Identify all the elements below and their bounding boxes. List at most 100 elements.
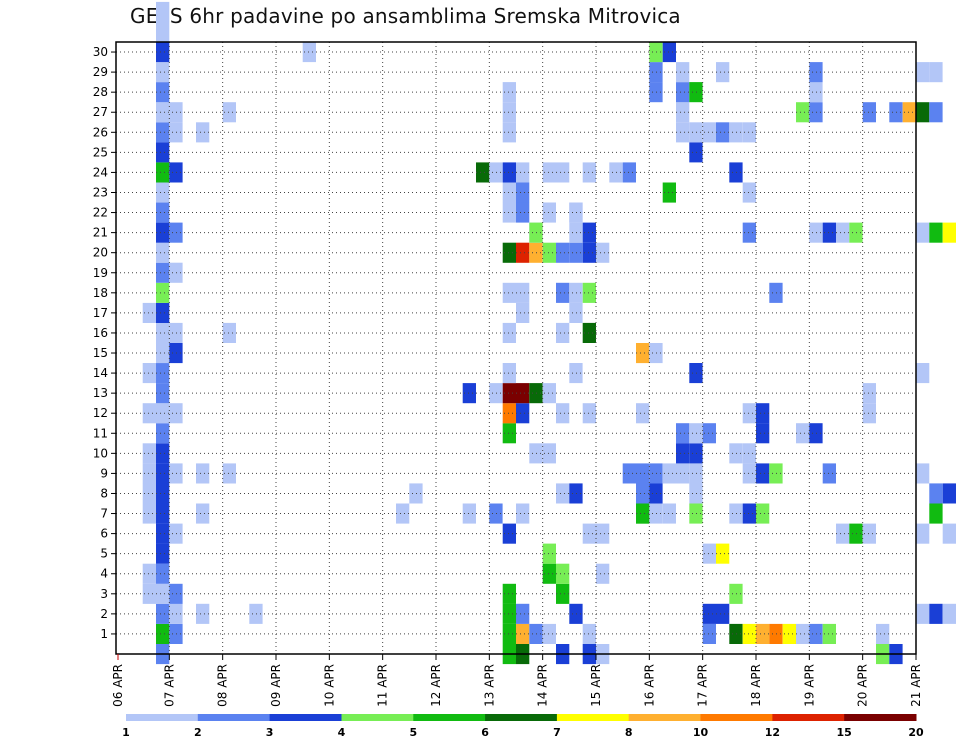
y-tick-label: 16	[93, 326, 108, 340]
colorbar-label: 20	[908, 726, 924, 739]
heat-cell	[862, 403, 876, 424]
heat-cell	[502, 363, 516, 384]
heat-cell	[156, 403, 170, 424]
heat-cell	[156, 62, 170, 83]
heat-cell	[689, 483, 703, 504]
colorbar-swatch	[556, 714, 630, 721]
heat-cell	[676, 443, 690, 464]
heat-cell	[916, 363, 930, 384]
heat-cell	[169, 523, 183, 544]
heat-cell	[502, 523, 516, 544]
heat-cell	[769, 463, 783, 484]
heat-cell	[582, 523, 596, 544]
heat-cell	[502, 322, 516, 343]
heat-cell	[716, 603, 730, 624]
heat-cell	[156, 1, 170, 23]
heat-cell	[156, 543, 170, 564]
heat-cell	[942, 523, 956, 544]
heat-cell	[729, 583, 743, 604]
x-tick-label: 12 APR	[429, 664, 443, 707]
heat-cell	[502, 383, 516, 404]
heat-cell	[902, 102, 916, 123]
heat-cell	[582, 322, 596, 343]
heat-cell	[929, 222, 943, 243]
heat-cell	[662, 182, 676, 203]
colorbar-label: 3	[266, 726, 274, 739]
heat-cell	[169, 222, 183, 243]
y-tick-label: 20	[93, 246, 108, 260]
heat-cell	[516, 282, 530, 303]
heat-cell	[929, 102, 943, 123]
heat-cell	[542, 443, 556, 464]
heat-cell	[156, 242, 170, 263]
heat-cell	[582, 623, 596, 644]
colorbar-label: 6	[481, 726, 489, 739]
heat-cell	[156, 383, 170, 404]
heat-cell	[156, 202, 170, 223]
heat-cell	[569, 603, 583, 624]
x-tick-label: 06 APR	[111, 664, 125, 707]
heat-cell	[169, 583, 183, 604]
heat-cell	[142, 403, 156, 424]
heat-cell	[556, 563, 570, 584]
colorbar-label: 8	[625, 726, 633, 739]
heat-cell	[596, 242, 610, 263]
heat-cell	[756, 403, 770, 424]
heat-cell	[742, 222, 756, 243]
heat-cell	[676, 122, 690, 143]
heat-cell	[929, 483, 943, 504]
heat-cell	[489, 383, 503, 404]
heat-cell	[169, 463, 183, 484]
heat-cell	[729, 122, 743, 143]
heat-cell	[862, 523, 876, 544]
heat-cell	[169, 403, 183, 424]
heat-cell	[582, 242, 596, 263]
heat-cell	[156, 343, 170, 364]
heat-cell	[702, 623, 716, 644]
heat-cell	[156, 363, 170, 384]
heat-cell	[809, 222, 823, 243]
y-tick-label: 26	[93, 125, 108, 139]
heat-cell	[156, 21, 170, 42]
heat-cell	[156, 122, 170, 143]
x-tick-label: 16 APR	[642, 664, 656, 707]
heat-cell	[649, 483, 663, 504]
chart-title: GEFS 6hr padavine po ansamblima Sremska …	[130, 4, 681, 28]
heat-cell	[169, 122, 183, 143]
heat-cell	[809, 62, 823, 83]
heat-cell	[582, 282, 596, 303]
heat-cell	[769, 282, 783, 303]
heat-cell	[689, 142, 703, 163]
colorbar-label: 7	[553, 726, 561, 739]
heat-cell	[196, 603, 210, 624]
heat-cell	[676, 62, 690, 83]
heat-cell	[676, 82, 690, 103]
heat-cell	[142, 503, 156, 524]
heat-cell	[796, 102, 810, 123]
heat-cell	[502, 182, 516, 203]
colorbar-swatch	[485, 714, 558, 721]
heat-cell	[169, 162, 183, 183]
heat-cell	[716, 122, 730, 143]
heat-cell	[529, 383, 543, 404]
heat-cell	[156, 503, 170, 524]
heat-cell	[702, 603, 716, 624]
plot-frame	[115, 41, 917, 655]
heat-cell	[756, 423, 770, 444]
colorbar-label: 15	[837, 726, 852, 739]
heat-cell	[196, 503, 210, 524]
heat-cell	[529, 242, 543, 263]
x-tick-label: 13 APR	[482, 664, 496, 707]
heat-cell	[676, 423, 690, 444]
x-axis: 06 APR 07 APR 08 APR 09 APR 10 APR 11 APR 12 A…	[111, 654, 923, 707]
heat-cell	[916, 463, 930, 484]
heat-cell	[942, 222, 956, 243]
heat-cell	[142, 483, 156, 504]
heat-cell	[742, 463, 756, 484]
heat-cell	[636, 403, 650, 424]
heat-cell	[569, 282, 583, 303]
heat-cell	[649, 503, 663, 524]
heat-cell	[502, 202, 516, 223]
heat-cell	[502, 423, 516, 444]
heat-cell	[502, 583, 516, 604]
